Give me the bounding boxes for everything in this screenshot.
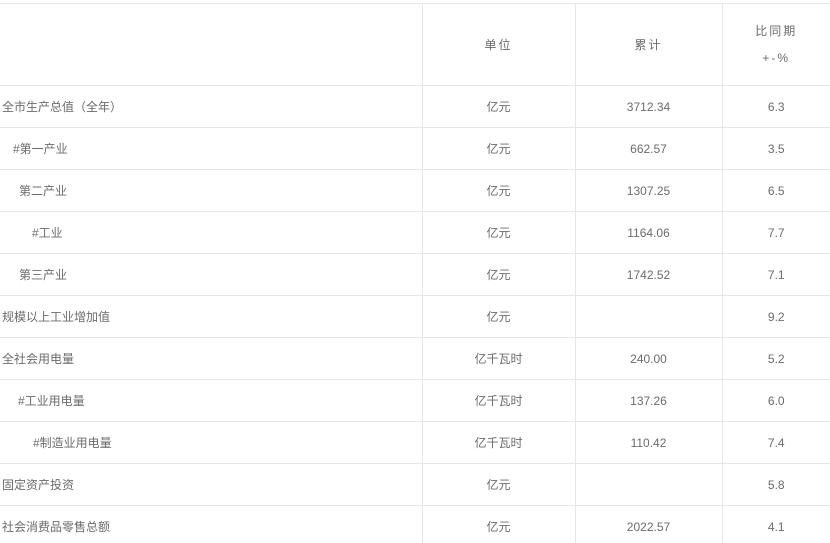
yoy-cell: 9.2 [767, 309, 785, 324]
indicator-cell: #第一产业 [0, 127, 423, 170]
cumulative-cell: 110.42 [575, 421, 723, 464]
indicator-cell: #制造业用电量 [0, 421, 423, 464]
unit-cell: 亿元 [422, 85, 576, 128]
unit-cell: 亿元 [422, 211, 576, 254]
cumulative-cell: 2022.57 [575, 505, 723, 543]
yoy-cell: 4.1 [767, 519, 785, 534]
header-yoy-line1: 比同期 [755, 23, 798, 38]
indicator-cell: 固定资产投资 [0, 463, 423, 506]
unit-cell: 亿千瓦时 [422, 337, 576, 380]
table-row: #第一产业 亿元 662.57 3.5 [0, 127, 830, 170]
statistics-table: 单位 累计 比同期 +-% 全市生产总值（全年） 亿元 3712.34 6.3 #第一产… [0, 3, 830, 543]
table-row: #制造业用电量 亿千瓦时 110.42 7.4 [0, 421, 830, 464]
header-yoy: 比同期 +-% [722, 4, 830, 86]
indicator-cell: 社会消费品零售总额 [0, 505, 423, 543]
cumulative-cell: 137.26 [575, 379, 723, 422]
unit-cell: 亿千瓦时 [422, 421, 576, 464]
table-row: #工业 亿元 1164.06 7.7 [0, 211, 830, 254]
cumulative-cell [575, 295, 723, 338]
cumulative-cell: 3712.34 [575, 85, 723, 128]
indicator-cell: 第二产业 [0, 169, 423, 212]
indicator-cell: #工业 [0, 211, 423, 254]
table-row: 社会消费品零售总额 亿元 2022.57 4.1 [0, 505, 830, 543]
unit-cell: 亿元 [422, 169, 576, 212]
yoy-cell: 3.5 [767, 141, 785, 156]
table-body: 全市生产总值（全年） 亿元 3712.34 6.3 #第一产业 亿元 662.57 3.5 第二… [0, 85, 830, 543]
cumulative-cell: 1307.25 [575, 169, 723, 212]
cumulative-cell [575, 463, 723, 506]
table-row: 全市生产总值（全年） 亿元 3712.34 6.3 [0, 85, 830, 128]
header-cumulative: 累计 [575, 3, 723, 86]
cumulative-cell: 1164.06 [575, 211, 723, 254]
indicator-cell: 第三产业 [0, 253, 423, 296]
table-row: #工业用电量 亿千瓦时 137.26 6.0 [0, 379, 830, 422]
header-row: 单位 累计 比同期 +-% [0, 3, 830, 86]
yoy-cell: 7.4 [767, 435, 785, 450]
table-row: 全社会用电量 亿千瓦时 240.00 5.2 [0, 337, 830, 380]
indicator-cell: #工业用电量 [0, 379, 423, 422]
indicator-cell: 全社会用电量 [0, 337, 423, 380]
header-indicator-blank [0, 3, 423, 86]
indicator-cell: 规模以上工业增加值 [0, 295, 423, 338]
unit-cell: 亿元 [422, 253, 576, 296]
yoy-cell: 6.5 [767, 183, 785, 198]
yoy-cell: 5.2 [767, 351, 785, 366]
header-unit: 单位 [422, 3, 576, 86]
yoy-cell: 7.1 [767, 267, 785, 282]
cumulative-cell: 1742.52 [575, 253, 723, 296]
table-row: 固定资产投资 亿元 5.8 [0, 463, 830, 506]
table-row: 规模以上工业增加值 亿元 9.2 [0, 295, 830, 338]
yoy-cell: 6.0 [767, 393, 785, 408]
unit-cell: 亿千瓦时 [422, 379, 576, 422]
cumulative-cell: 240.00 [575, 337, 723, 380]
cumulative-cell: 662.57 [575, 127, 723, 170]
indicator-cell: 全市生产总值（全年） [0, 85, 423, 128]
stats-table-viewport: 单位 累计 比同期 +-% 全市生产总值（全年） 亿元 3712.34 6.3 #第一产… [0, 3, 830, 543]
yoy-cell: 7.7 [767, 225, 785, 240]
unit-cell: 亿元 [422, 505, 576, 543]
yoy-cell: 5.8 [767, 477, 785, 492]
table-row: 第三产业 亿元 1742.52 7.1 [0, 253, 830, 296]
header-yoy-line2: +-% [762, 50, 791, 65]
table-header: 单位 累计 比同期 +-% [0, 3, 830, 86]
unit-cell: 亿元 [422, 295, 576, 338]
yoy-cell: 6.3 [767, 99, 785, 114]
unit-cell: 亿元 [422, 127, 576, 170]
table-row: 第二产业 亿元 1307.25 6.5 [0, 169, 830, 212]
unit-cell: 亿元 [422, 463, 576, 506]
